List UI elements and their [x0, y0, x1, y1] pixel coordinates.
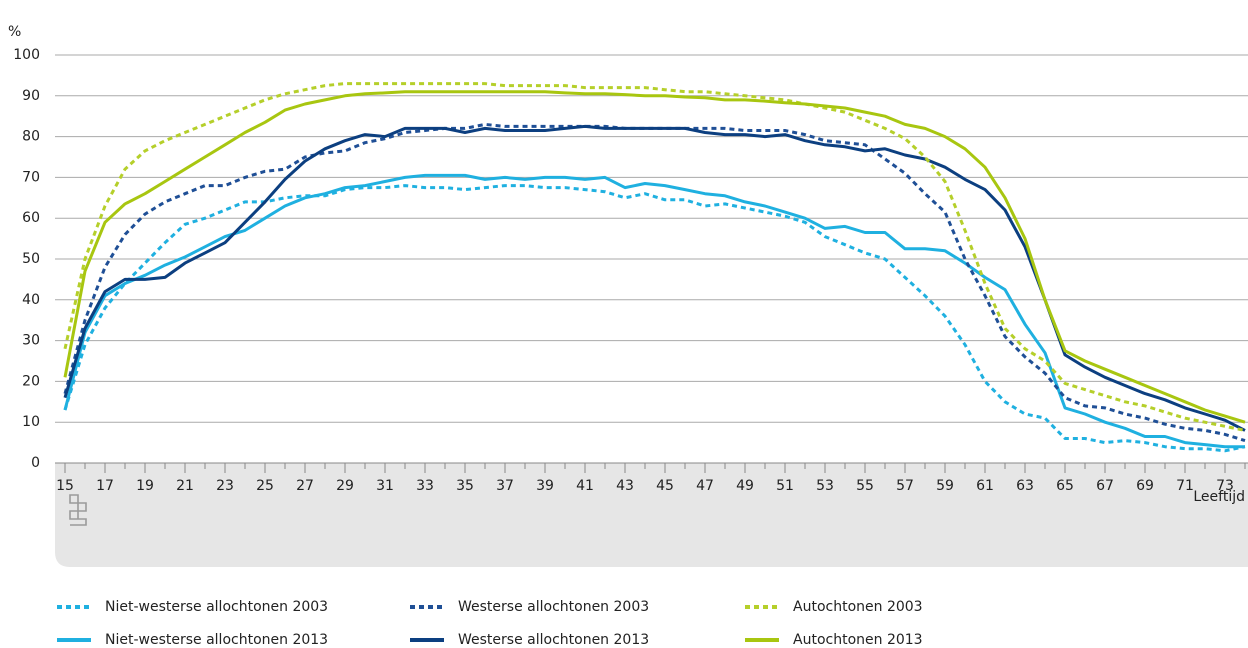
x-tick-label: 49	[736, 478, 754, 494]
x-tick-label: 53	[816, 478, 834, 494]
x-tick-label: 15	[56, 478, 74, 494]
x-tick-label: 43	[616, 478, 634, 494]
y-tick-label: 50	[22, 251, 40, 267]
x-tick-label: 35	[456, 478, 474, 494]
x-tick-label: 57	[896, 478, 914, 494]
x-tick-label: 19	[136, 478, 154, 494]
y-tick-label: 80	[22, 129, 40, 145]
x-tick-label: 69	[1136, 478, 1154, 494]
x-tick-label: 71	[1176, 478, 1194, 494]
legend-label: Autochtonen 2013	[793, 632, 923, 648]
y-tick-label: 30	[22, 333, 40, 349]
series-line	[63, 173, 1245, 449]
x-tick-label: 25	[256, 478, 274, 494]
y-unit: %	[8, 24, 21, 40]
legend-label: Niet-westerse allochtonen 2003	[105, 599, 328, 615]
x-tick-label: 29	[336, 478, 354, 494]
y-tick-label: 0	[31, 455, 40, 471]
series-line	[63, 90, 1246, 424]
x-tick-label: 45	[656, 478, 674, 494]
x-tick-label: 47	[696, 478, 714, 494]
legend-label: Westerse allochtonen 2013	[458, 632, 649, 648]
cbs-logo	[69, 494, 87, 526]
x-tick-label: 59	[936, 478, 954, 494]
y-tick-label: 40	[22, 292, 40, 308]
x-tick-label: 63	[1016, 478, 1034, 494]
axis-band	[55, 463, 1248, 567]
series-line	[63, 184, 1246, 453]
series-line	[63, 82, 1246, 432]
x-tick-label: 61	[976, 478, 994, 494]
x-tick-label: 39	[536, 478, 554, 494]
x-tick-label: 37	[496, 478, 514, 494]
y-tick-label: 90	[22, 88, 40, 104]
x-tick-label: 23	[216, 478, 234, 494]
x-tick-label: 27	[296, 478, 314, 494]
x-tick-label: 67	[1096, 478, 1114, 494]
x-tick-label: 17	[96, 478, 114, 494]
x-tick-label: 73	[1216, 478, 1234, 494]
legend-label: Autochtonen 2003	[793, 599, 923, 615]
legend-label: Niet-westerse allochtonen 2013	[105, 632, 328, 648]
x-tick-label: 65	[1056, 478, 1074, 494]
y-tick-label: 20	[22, 373, 40, 389]
legend-label: Westerse allochtonen 2003	[458, 599, 649, 615]
y-tick-label: 60	[22, 210, 40, 226]
y-tick-label: 100	[13, 47, 40, 63]
x-tick-label: 33	[416, 478, 434, 494]
x-tick-label: 51	[776, 478, 794, 494]
y-tick-label: 70	[22, 169, 40, 185]
x-tick-label: 55	[856, 478, 874, 494]
series-line	[63, 122, 1246, 443]
x-tick-label: 31	[376, 478, 394, 494]
y-tick-label: 10	[22, 414, 40, 430]
x-tick-label: 41	[576, 478, 594, 494]
x-axis-label: Leeftijd	[1193, 489, 1245, 505]
x-tick-label: 21	[176, 478, 194, 494]
